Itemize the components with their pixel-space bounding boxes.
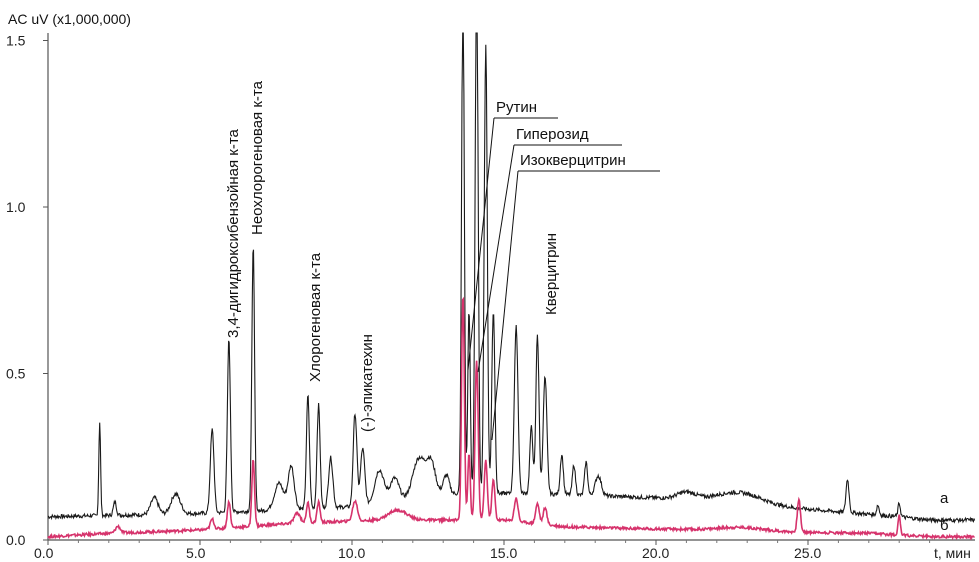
peak-annotation: 3,4-дигидроксибензойная к-та	[225, 128, 242, 338]
peak-annotations: 3,4-дигидроксибензойная к-та Неохлорогено…	[225, 80, 660, 441]
x-axis-label: t, мин	[934, 545, 971, 561]
peak-annotation: Изокверцитрин	[520, 152, 626, 169]
trace-label-a: а	[940, 490, 949, 507]
y-tick-label: 1.0	[6, 199, 26, 215]
y-axis-label: AC uV (x1,000,000)	[8, 11, 131, 27]
annotation-leader-line	[491, 170, 519, 441]
annotation-leader-line	[477, 144, 515, 373]
x-tick-label: 25.0	[794, 545, 821, 561]
x-tick-label: 5.0	[186, 545, 206, 561]
x-ticks: 0.0 5.0 10.0 15.0 20.0 25.0	[34, 540, 931, 561]
x-tick-label: 0.0	[34, 545, 54, 561]
peak-annotation: Кверцитрин	[543, 233, 560, 315]
trace-label-b: б	[940, 517, 949, 534]
trace-line-b	[47, 296, 975, 541]
x-tick-label: 20.0	[642, 545, 669, 561]
y-tick-label: 0.0	[6, 532, 26, 548]
annotation-leader-line	[467, 117, 495, 371]
y-tick-label: 0.5	[6, 366, 26, 382]
y-tick-label: 1.5	[6, 33, 26, 49]
trace-line-a	[47, 32, 976, 524]
peak-annotation: Неохлорогеновая к-та	[249, 80, 266, 235]
x-tick-label: 10.0	[338, 545, 365, 561]
x-tick-label: 15.0	[490, 545, 517, 561]
peak-annotation: (-)-эпикатехин	[359, 334, 376, 432]
peak-annotation: Хлорогеновая к-та	[307, 252, 324, 382]
peak-annotation: Гиперозид	[516, 126, 589, 143]
y-ticks: 0.0 0.5 1.0 1.5	[6, 33, 48, 548]
traces	[47, 32, 976, 541]
peak-annotation: Рутин	[496, 99, 537, 116]
